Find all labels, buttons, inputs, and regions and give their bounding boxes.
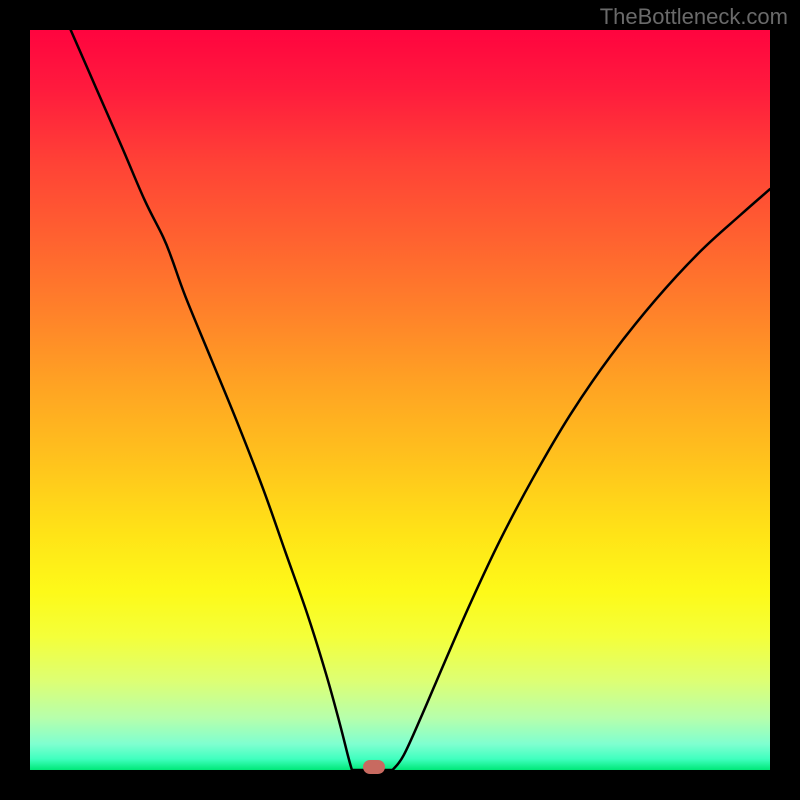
plot-area <box>30 30 770 770</box>
curve-layer <box>30 30 770 770</box>
optimum-marker <box>363 760 385 774</box>
bottleneck-curve <box>71 30 770 770</box>
watermark-text: TheBottleneck.com <box>600 4 788 30</box>
chart-container: TheBottleneck.com <box>0 0 800 800</box>
